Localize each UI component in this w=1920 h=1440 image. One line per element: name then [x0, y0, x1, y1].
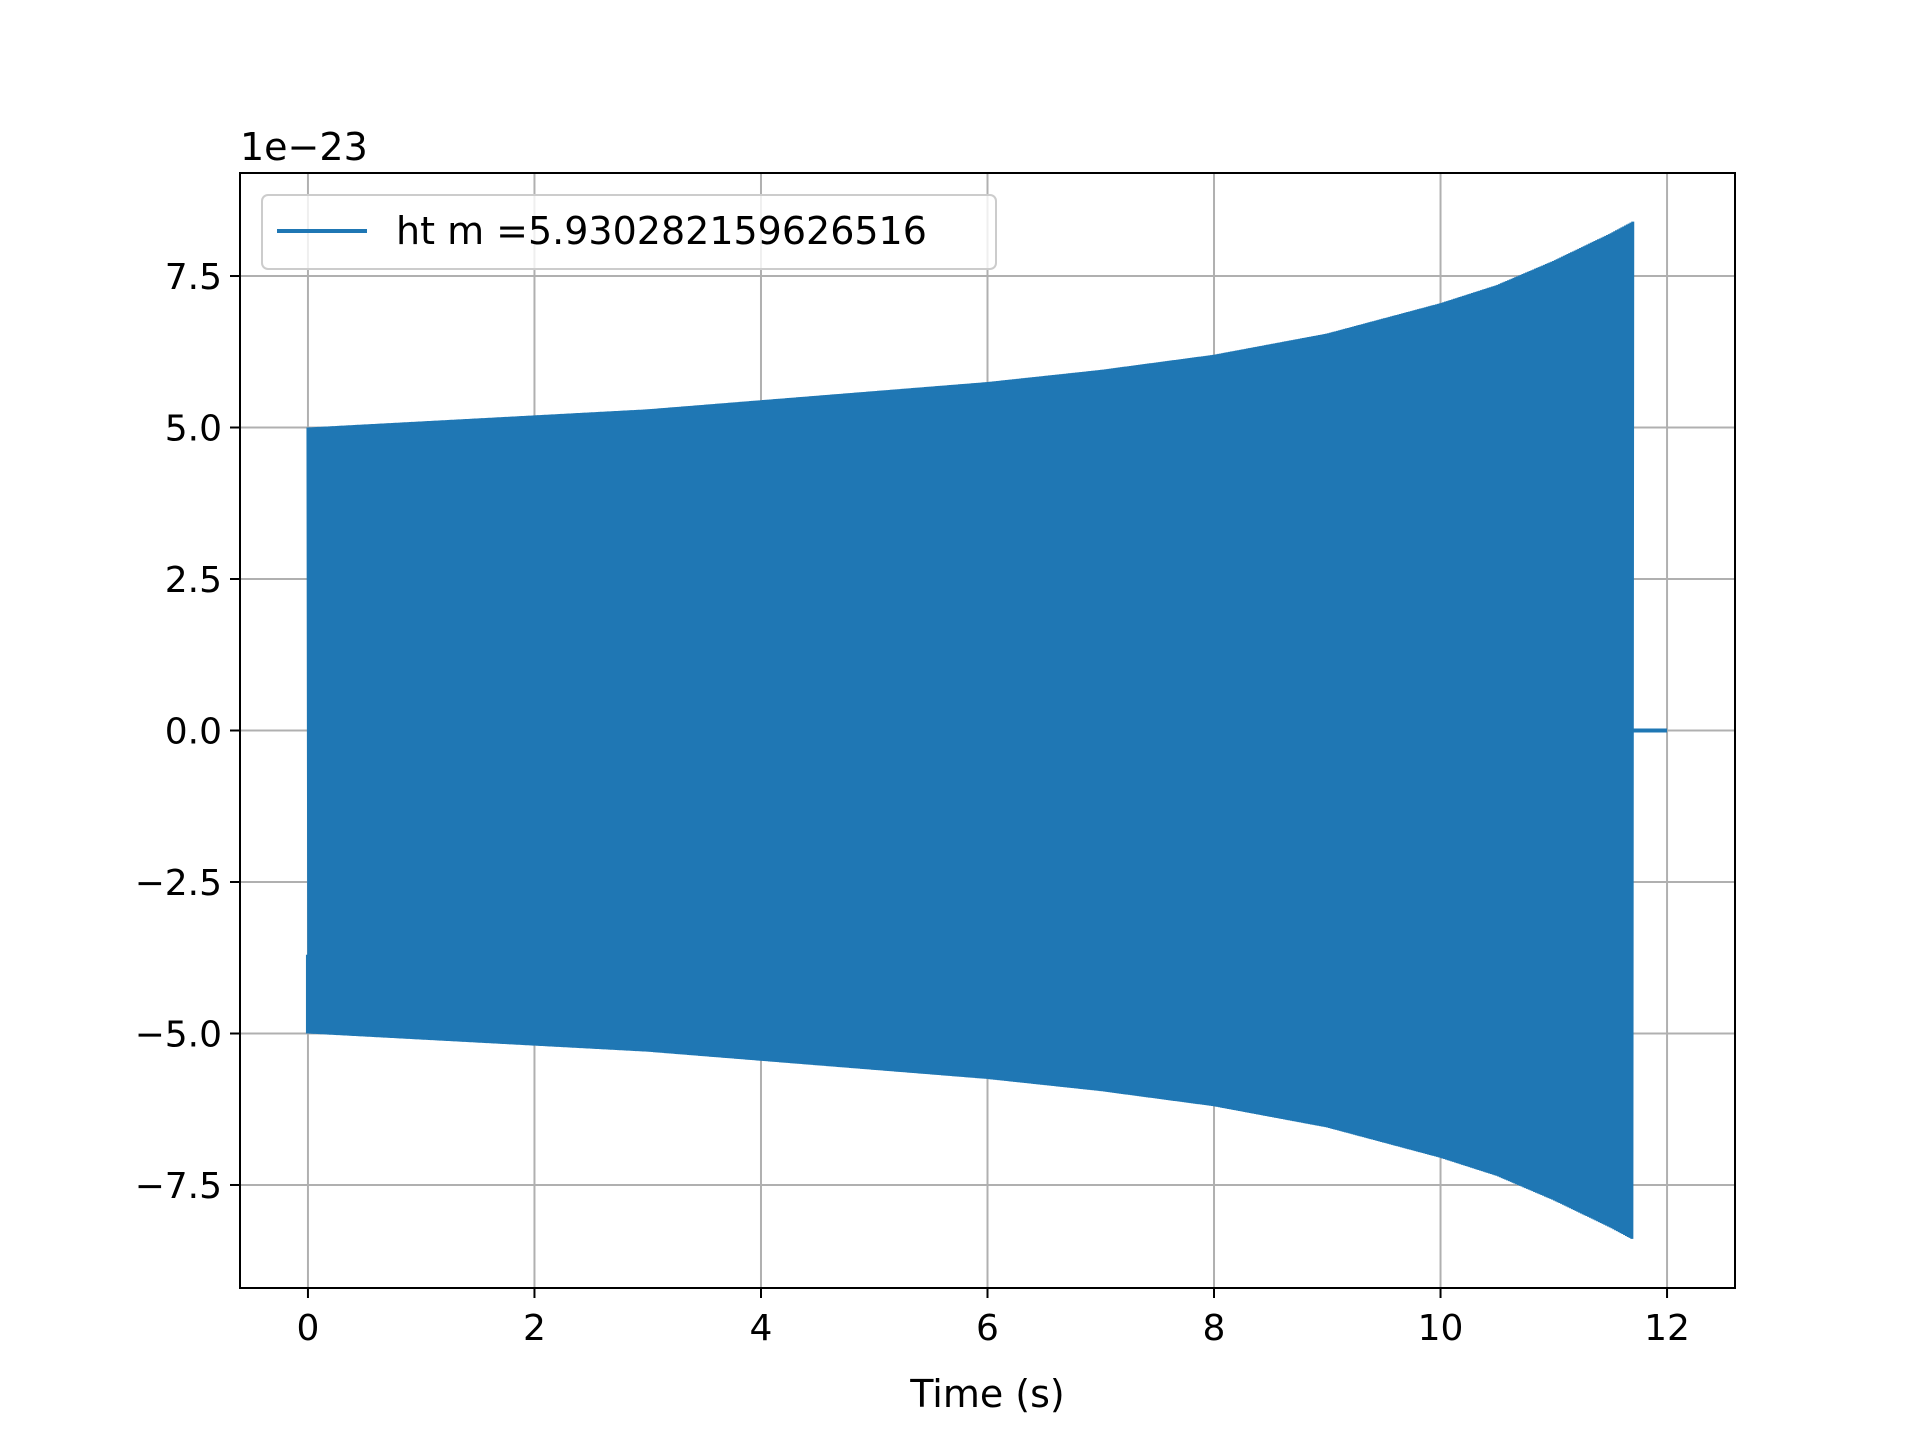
- y-tick-label: 5.0: [165, 409, 222, 450]
- legend-box: [261, 194, 997, 270]
- x-axis-label: Time (s): [909, 1372, 1065, 1416]
- x-tick-label: 4: [750, 1308, 773, 1349]
- x-tick-label: 12: [1644, 1308, 1690, 1349]
- x-tick-label: 8: [1203, 1308, 1226, 1349]
- legend-label: ht m =5.930282159626516: [396, 209, 927, 253]
- series-ht-line: [306, 221, 1635, 1239]
- y-tick-label: −5.0: [135, 1014, 222, 1055]
- y-tick-label: 2.5: [165, 560, 222, 601]
- y-tick-label: 0.0: [165, 712, 222, 753]
- ticks: 0 2 4 6 8 10 12 −7.5 −5.0 −2.5 0.0 2.5 5.0 7.5: [135, 257, 1690, 1349]
- y-tick-label: 7.5: [165, 257, 222, 298]
- x-tick-label: 2: [523, 1308, 546, 1349]
- x-tick-label: 6: [976, 1308, 999, 1349]
- y-tick-label: −2.5: [135, 863, 222, 904]
- series-layer: [305, 221, 1668, 1239]
- x-tick-label: 10: [1418, 1308, 1464, 1349]
- legend: ht m =5.930282159626516: [261, 194, 997, 270]
- y-offset-label: 1e−23: [240, 125, 368, 169]
- y-tick-label: −7.5: [135, 1166, 222, 1207]
- x-tick-label: 0: [297, 1308, 320, 1349]
